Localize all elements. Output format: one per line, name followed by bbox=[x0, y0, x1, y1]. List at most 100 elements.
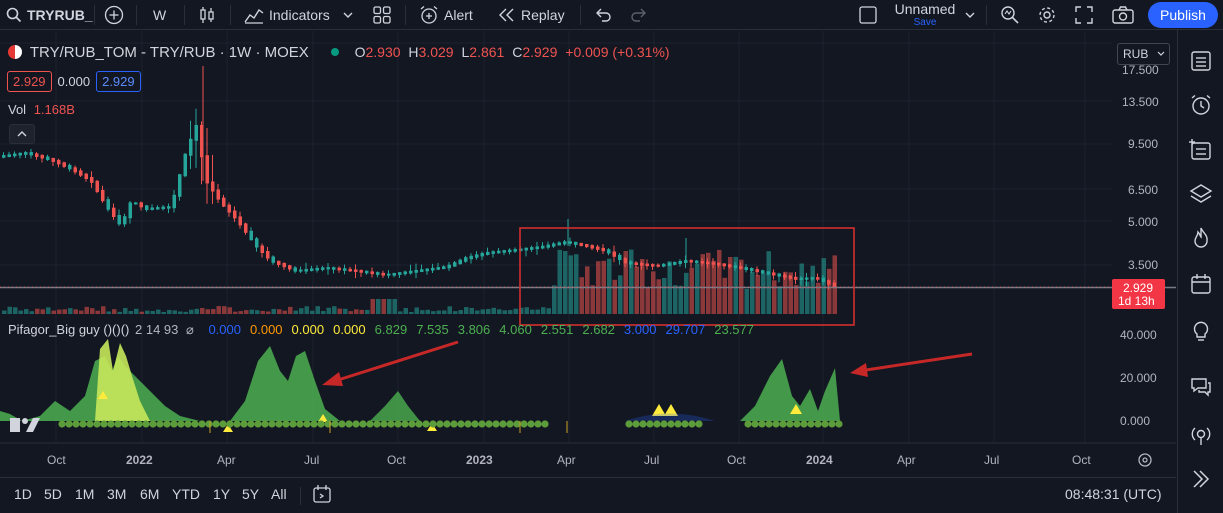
layout-name-button[interactable]: Unnamed Save bbox=[893, 1, 957, 29]
lightbulb-icon[interactable] bbox=[1189, 319, 1213, 343]
range-5d[interactable]: 5D bbox=[44, 486, 62, 502]
candle-body bbox=[579, 242, 583, 246]
signal-dot bbox=[478, 420, 486, 428]
signal-dot bbox=[380, 420, 388, 428]
replay-play-icon[interactable] bbox=[1189, 467, 1213, 491]
volume-bar bbox=[513, 308, 518, 314]
bar-countdown: 1d 13h bbox=[1118, 294, 1155, 308]
range-3m[interactable]: 3M bbox=[107, 486, 127, 502]
candle-body bbox=[816, 277, 820, 280]
signal-dot bbox=[345, 420, 353, 428]
trade-buttons: 2.929 0.000 2.929 bbox=[7, 71, 141, 92]
sell-button[interactable]: 2.929 bbox=[7, 71, 52, 92]
volume-bar bbox=[645, 287, 650, 314]
volume-bar bbox=[563, 251, 568, 314]
signal-dot bbox=[359, 420, 367, 428]
volume-bar bbox=[315, 306, 320, 314]
symbol-search[interactable]: TRYRUB_ bbox=[6, 3, 93, 27]
volume-bar bbox=[79, 310, 84, 314]
range-1y[interactable]: 1Y bbox=[213, 486, 231, 502]
undo-button[interactable] bbox=[594, 3, 612, 27]
volume-bar bbox=[535, 309, 540, 314]
volume-bar bbox=[733, 256, 738, 314]
chart-area[interactable]: 17.500 13.500 9.500 6.500 5.000 3.500 2.… bbox=[0, 31, 1176, 477]
signal-dot bbox=[352, 420, 360, 428]
chart-canvas[interactable]: 17.500 13.500 9.500 6.500 5.000 3.500 2.… bbox=[0, 31, 1176, 477]
volume-bar bbox=[684, 272, 689, 314]
candle-body bbox=[79, 170, 83, 176]
data-window-icon[interactable] bbox=[1189, 138, 1213, 162]
axis-settings-icon[interactable] bbox=[1138, 453, 1152, 467]
signal-dot bbox=[625, 420, 633, 428]
broadcast-icon[interactable] bbox=[1189, 423, 1213, 447]
date-range-icon[interactable] bbox=[312, 484, 332, 507]
calendar-icon[interactable] bbox=[1189, 272, 1213, 296]
candle-body bbox=[139, 202, 143, 208]
symbol-title[interactable]: TRY/RUB_TOM - TRY/RUB · 1W · MOEX bbox=[29, 44, 309, 61]
indicator-value: 0.000 bbox=[333, 322, 366, 337]
flame-icon[interactable] bbox=[1189, 226, 1213, 250]
watchlist-icon[interactable] bbox=[1189, 49, 1213, 73]
volume-bar bbox=[128, 310, 133, 314]
signal-dot bbox=[72, 420, 80, 428]
candle-body bbox=[370, 271, 374, 275]
indicator-legend[interactable]: Pifagor_Big guy ()()() 2 14 93 ⌀ 0.000 0.… bbox=[8, 322, 754, 338]
symbol-legend: TRY/RUB_TOM - TRY/RUB · 1W · MOEX O2.930… bbox=[8, 44, 670, 61]
layout-name: Unnamed bbox=[894, 1, 956, 17]
publish-button[interactable]: Publish bbox=[1148, 2, 1218, 28]
volume-bar bbox=[695, 263, 700, 314]
range-1d[interactable]: 1D bbox=[14, 486, 32, 502]
layout-menu-button[interactable] bbox=[965, 3, 975, 27]
collapse-legend-button[interactable] bbox=[9, 124, 35, 144]
signal-dot bbox=[632, 420, 640, 428]
range-5y[interactable]: 5Y bbox=[242, 486, 260, 502]
candle-body bbox=[552, 243, 556, 247]
volume-bar bbox=[425, 309, 430, 314]
quick-search-button[interactable] bbox=[1000, 3, 1020, 27]
candle-body bbox=[112, 207, 116, 217]
signal-dot bbox=[268, 420, 276, 428]
signal-dot bbox=[443, 420, 451, 428]
layouts-button[interactable] bbox=[372, 3, 392, 27]
market-open-icon bbox=[330, 48, 339, 56]
arrow-annotation[interactable] bbox=[322, 340, 459, 386]
divider bbox=[300, 487, 301, 505]
volume-bar bbox=[618, 275, 623, 314]
candle-body bbox=[277, 260, 281, 265]
signal-triangle bbox=[790, 404, 802, 414]
buy-button[interactable]: 2.929 bbox=[96, 71, 141, 92]
volume-bar bbox=[260, 310, 265, 314]
signal-dot bbox=[527, 420, 535, 428]
fullscreen-button[interactable] bbox=[1075, 3, 1093, 27]
signal-dot bbox=[639, 420, 647, 428]
redo-button[interactable] bbox=[630, 3, 648, 27]
currency-label: RUB bbox=[1123, 47, 1149, 61]
volume-bar bbox=[755, 274, 760, 314]
settings-button[interactable] bbox=[1037, 3, 1057, 27]
range-1m[interactable]: 1M bbox=[75, 486, 95, 502]
range-ytd[interactable]: YTD bbox=[172, 486, 200, 502]
volume-bar bbox=[288, 306, 293, 314]
range-6m[interactable]: 6M bbox=[140, 486, 160, 502]
volume-bar bbox=[585, 266, 590, 314]
layout-checkbox[interactable] bbox=[858, 3, 878, 27]
signal-dot bbox=[422, 420, 430, 428]
layers-icon[interactable] bbox=[1189, 182, 1213, 206]
indicators-button[interactable]: Indicators bbox=[244, 3, 353, 27]
compare-button[interactable] bbox=[104, 3, 124, 27]
arrow-annotation[interactable] bbox=[850, 352, 973, 377]
interval-button[interactable]: W bbox=[153, 3, 166, 27]
highlight-rectangle[interactable] bbox=[519, 227, 855, 326]
top-toolbar: TRYRUB_ W Indicators Alert Replay Unname… bbox=[0, 0, 1223, 30]
signal-triangle bbox=[318, 414, 328, 422]
chat-icon[interactable] bbox=[1189, 375, 1213, 399]
chart-type-button[interactable] bbox=[198, 3, 216, 27]
range-all[interactable]: All bbox=[271, 486, 287, 502]
snapshot-button[interactable] bbox=[1112, 3, 1134, 27]
alarm-clock-icon[interactable] bbox=[1189, 93, 1213, 117]
replay-button[interactable]: Replay bbox=[498, 3, 565, 27]
currency-select[interactable]: RUB bbox=[1117, 43, 1170, 65]
volume-bar bbox=[348, 311, 353, 314]
alert-button[interactable]: Alert bbox=[419, 3, 473, 27]
plus-circle-icon bbox=[104, 5, 124, 25]
